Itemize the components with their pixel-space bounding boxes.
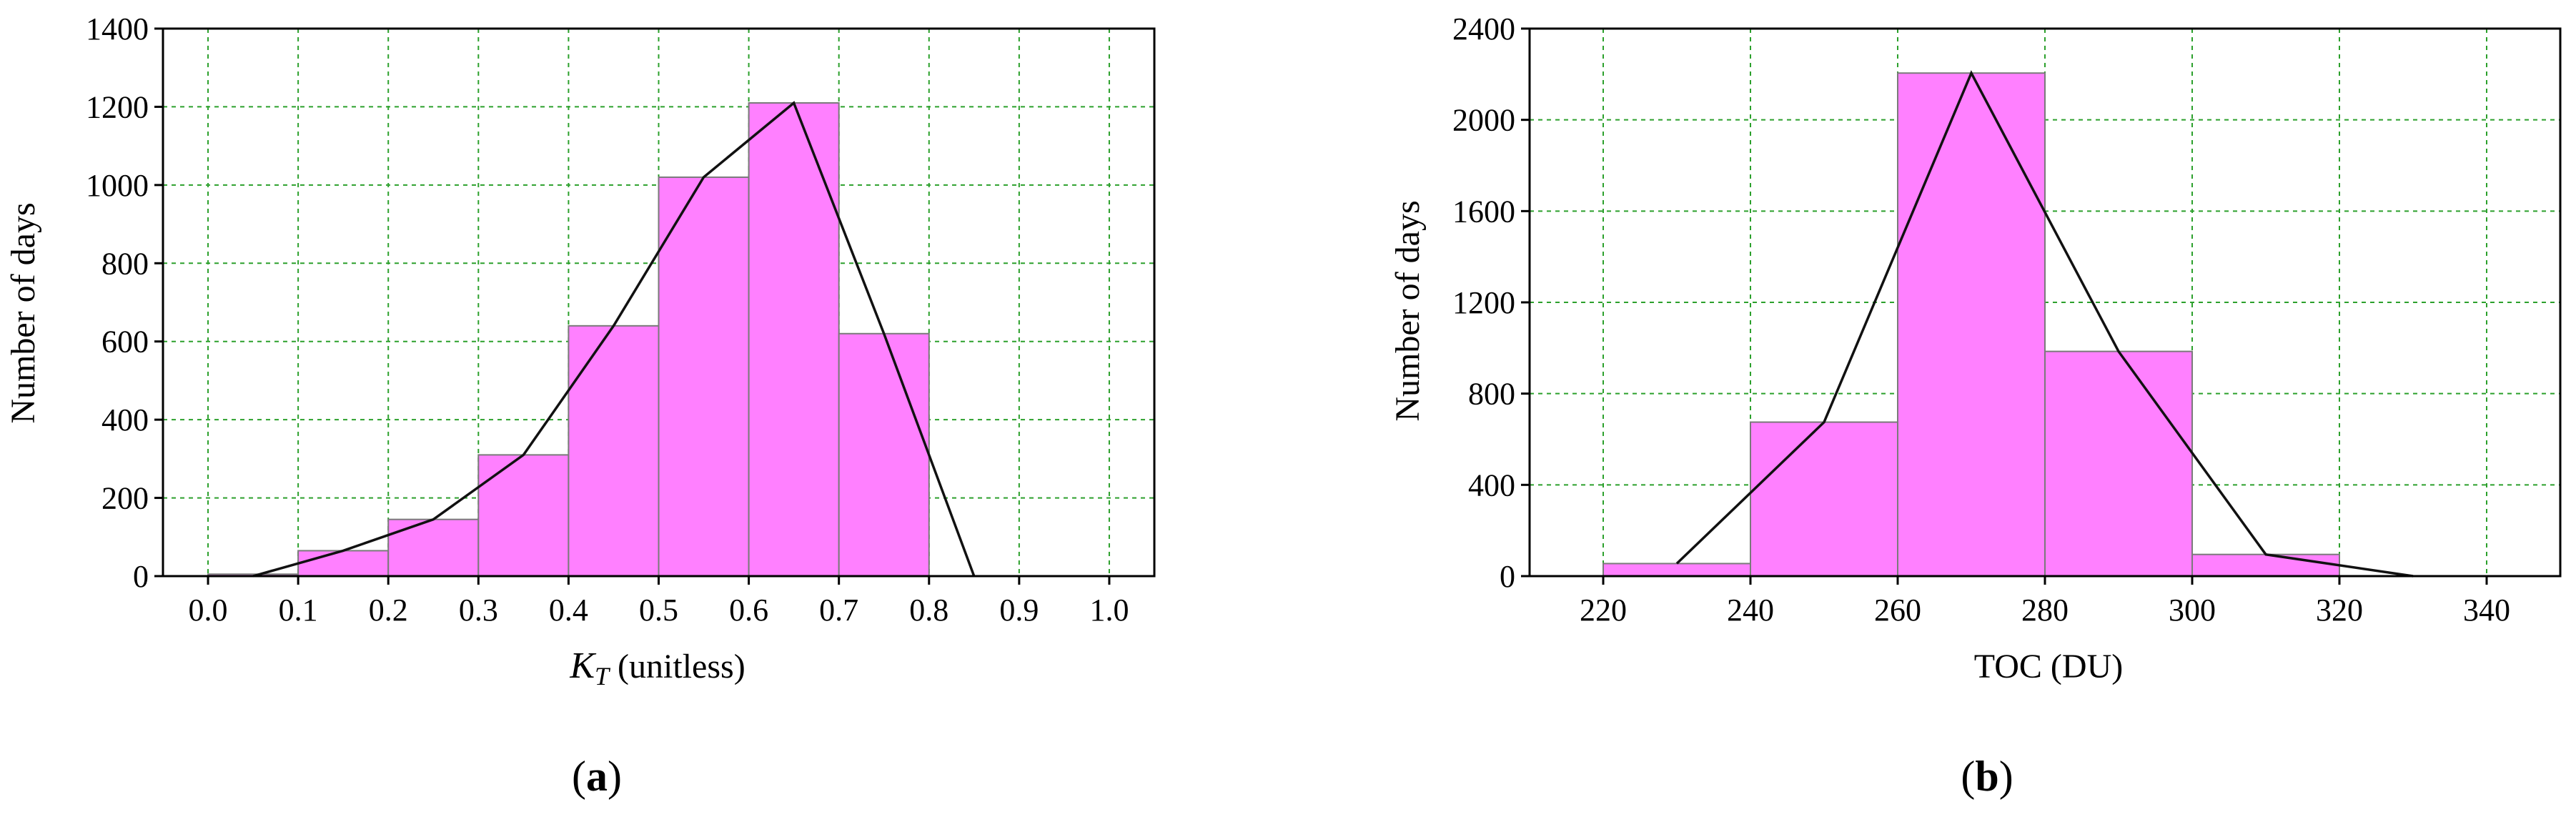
bar-toc-3 xyxy=(2044,350,2193,577)
x-tick-label-kt-5: 0.5 xyxy=(639,593,678,628)
bar-toc-0 xyxy=(1602,563,1751,578)
x-tick-label-toc-5: 320 xyxy=(2316,593,2363,628)
bar-kt-4 xyxy=(568,325,660,577)
x-tick-label-toc-2: 260 xyxy=(1874,593,1921,628)
x-ticks-toc: 220 240 260 280 300 320 340 xyxy=(1580,576,2510,628)
bars-toc xyxy=(1602,72,2340,578)
panel-label-b: (b) xyxy=(1961,753,2013,800)
panel-label-a: (a) xyxy=(572,753,622,800)
x-tick-label-kt-0: 0.0 xyxy=(189,593,228,628)
x-axis-title-kt-unit: (unitless) xyxy=(609,648,745,685)
y-tick-label-kt-6: 1200 xyxy=(86,89,149,124)
bar-kt-6 xyxy=(748,101,840,577)
y-tick-label-kt-1: 200 xyxy=(101,481,149,516)
panel-label-a-open: ( xyxy=(572,753,586,800)
bar-kt-1 xyxy=(297,550,390,578)
x-axis-title-toc: TOC (DU) xyxy=(1974,648,2123,685)
x-tick-label-kt-7: 0.7 xyxy=(819,593,858,628)
x-tick-label-kt-6: 0.6 xyxy=(729,593,768,628)
y-tick-label-toc-0: 0 xyxy=(1500,559,1515,594)
y-tick-label-kt-2: 400 xyxy=(101,402,149,437)
bar-toc-2 xyxy=(1897,72,2046,578)
y-axis-title-toc: Number of days xyxy=(1389,200,1427,421)
x-tick-label-kt-4: 0.4 xyxy=(549,593,588,628)
panel-label-a-letter: a xyxy=(586,753,608,800)
x-tick-label-kt-8: 0.8 xyxy=(909,593,948,628)
panel-label-b-open: ( xyxy=(1961,753,1975,800)
y-tick-label-toc-2: 800 xyxy=(1468,377,1515,412)
panel-label-b-letter: b xyxy=(1975,753,1998,800)
bar-kt-5 xyxy=(658,176,750,577)
x-tick-label-kt-10: 1.0 xyxy=(1089,593,1129,628)
x-ticks-kt: 0.0 0.1 0.2 0.3 0.4 0.5 0.6 0.7 0.8 0.9 1.0 xyxy=(189,576,1129,628)
y-tick-label-toc-3: 1200 xyxy=(1452,285,1515,320)
y-tick-label-kt-5: 1000 xyxy=(86,168,149,203)
y-tick-label-kt-7: 1400 xyxy=(86,11,149,46)
y-tick-label-toc-6: 2400 xyxy=(1452,11,1515,46)
x-axis-title-kt-sub: T xyxy=(595,662,611,690)
y-tick-label-toc-1: 400 xyxy=(1468,467,1515,502)
panel-label-a-close: ) xyxy=(608,753,622,800)
y-tick-label-toc-4: 1600 xyxy=(1452,194,1515,229)
bar-kt-2 xyxy=(387,518,480,578)
y-tick-label-kt-0: 0 xyxy=(133,559,149,594)
bar-kt-3 xyxy=(477,454,570,578)
bar-kt-7 xyxy=(838,332,930,577)
x-tick-label-toc-4: 300 xyxy=(2169,593,2216,628)
panel-label-b-close: ) xyxy=(1999,753,2013,800)
x-tick-label-toc-3: 280 xyxy=(2021,593,2069,628)
x-tick-label-toc-0: 220 xyxy=(1580,593,1627,628)
frequency-polygon-kt xyxy=(252,101,976,578)
y-ticks-kt: 0 200 400 600 800 1000 1200 1400 xyxy=(86,11,163,594)
bar-toc-1 xyxy=(1750,421,1898,577)
histogram-toc: 220 240 260 280 300 320 340 0 400 800 1200 1600 200… xyxy=(1389,11,2562,800)
x-tick-label-kt-2: 0.2 xyxy=(369,593,408,628)
x-tick-label-toc-6: 340 xyxy=(2463,593,2510,628)
x-axis-title-kt: KT (unitless) xyxy=(569,645,745,690)
bar-toc-4 xyxy=(2191,553,2340,577)
x-tick-label-kt-3: 0.3 xyxy=(459,593,498,628)
y-tick-label-kt-3: 600 xyxy=(101,325,149,360)
x-tick-label-kt-9: 0.9 xyxy=(999,593,1039,628)
x-axis-title-kt-k: K xyxy=(569,645,596,686)
x-tick-label-toc-1: 240 xyxy=(1727,593,1774,628)
frequency-polygon-toc xyxy=(1675,70,2414,578)
x-tick-label-kt-1: 0.1 xyxy=(279,593,318,628)
bars-kt xyxy=(207,101,930,578)
y-axis-title-kt: Number of days xyxy=(4,202,42,423)
y-tick-label-kt-4: 800 xyxy=(101,246,149,281)
y-tick-label-toc-5: 2000 xyxy=(1452,103,1515,138)
histogram-kt: 0.0 0.1 0.2 0.3 0.4 0.5 0.6 0.7 0.8 0.9 1.0 0 200 40… xyxy=(4,11,1156,800)
y-ticks-toc: 0 400 800 1200 1600 2000 2400 xyxy=(1452,11,1530,594)
